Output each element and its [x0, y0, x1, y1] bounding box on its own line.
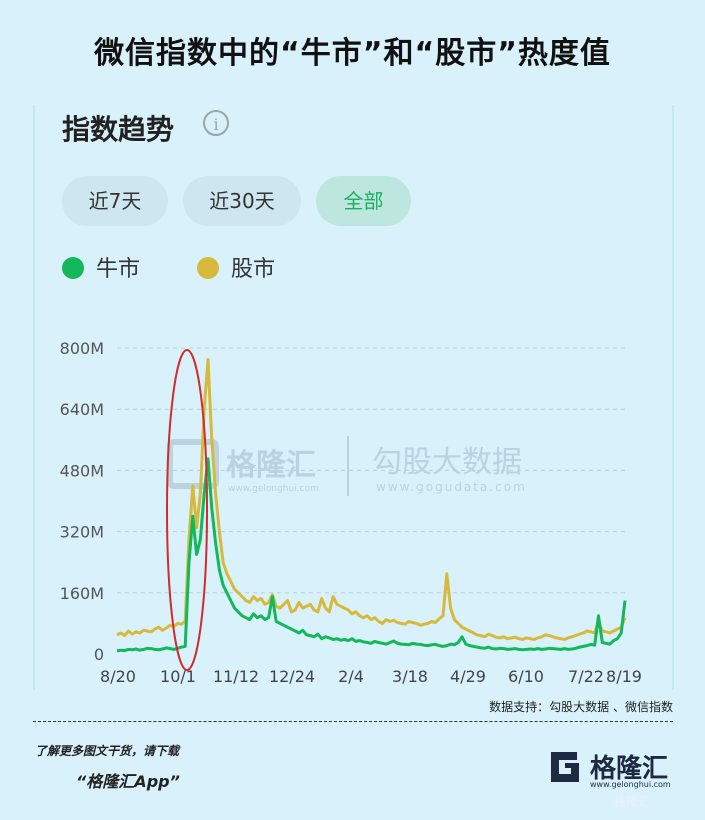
y-tick-label: 0	[94, 645, 104, 664]
watermark-right-url: www.gogudata.com	[376, 480, 527, 494]
logo-text: 格隆汇	[590, 754, 669, 784]
y-tick-label: 800M	[60, 339, 104, 358]
legend-label-niushi: 牛市	[96, 257, 141, 282]
y-tick-label: 320M	[60, 523, 104, 542]
watermark-right-text: 勾股大数据	[372, 445, 522, 480]
x-axis-labels: 8/20 10/1 11/12 12/24 2/4 3/18 4/29 6/10 7/22 8/1…	[100, 667, 642, 686]
chart-lines	[116, 358, 627, 653]
panel-border-right	[672, 105, 674, 690]
x-tick-label: 4/29	[450, 667, 486, 686]
logo-url: www.gelonghui.com	[590, 780, 671, 789]
y-axis-labels: 0 160M 320M 480M 640M 800M	[60, 339, 104, 664]
x-tick-label: 6/10	[508, 667, 544, 686]
x-tick-label: 3/18	[392, 667, 428, 686]
x-tick-label: 8/19	[606, 667, 642, 686]
watermark-left-text: 格隆汇	[226, 448, 316, 483]
promo-line-1: 了解更多图文干货，请下载	[35, 744, 180, 758]
section-title: 指数趋势	[62, 113, 175, 146]
x-tick-label: 8/20	[100, 667, 136, 686]
watermark-left-url: www.gelonghui.com	[228, 484, 319, 494]
gelonghui-logo-icon	[551, 752, 579, 782]
range-button-7d[interactable]: 近7天	[62, 176, 168, 226]
corner-watermark: 格隆汇	[614, 795, 651, 809]
data-source: 数据支持：勾股大数据 、微信指数	[489, 700, 673, 714]
legend-dot-niushi	[62, 257, 84, 279]
legend-label-gushi: 股市	[231, 257, 276, 282]
y-tick-label: 640M	[60, 400, 104, 419]
legend-item-gushi[interactable]: 股市	[197, 255, 275, 285]
x-tick-label: 7/22	[568, 667, 604, 686]
range-button-all[interactable]: 全部	[316, 176, 411, 226]
legend-dot-gushi	[197, 257, 219, 279]
x-tick-label: 10/1	[160, 667, 196, 686]
x-tick-label: 11/12	[213, 667, 259, 686]
page-title: 微信指数中的“牛市”和“股市”热度值	[94, 36, 611, 71]
y-tick-label: 160M	[60, 584, 104, 603]
divider	[33, 721, 673, 722]
legend-item-niushi[interactable]: 牛市	[62, 255, 140, 285]
y-tick-label: 480M	[60, 461, 104, 480]
peak-highlight-ellipse	[166, 349, 208, 671]
series-line-niushi	[116, 457, 627, 653]
x-tick-label: 2/4	[338, 667, 364, 686]
info-icon[interactable]: i	[203, 110, 229, 136]
series-line-gushi	[116, 358, 627, 641]
x-tick-label: 12/24	[269, 667, 315, 686]
promo-line-2: “格隆汇App”	[76, 772, 180, 791]
chart-grid	[117, 347, 625, 594]
panel-border-left	[33, 105, 35, 690]
range-button-30d[interactable]: 近30天	[183, 176, 301, 226]
